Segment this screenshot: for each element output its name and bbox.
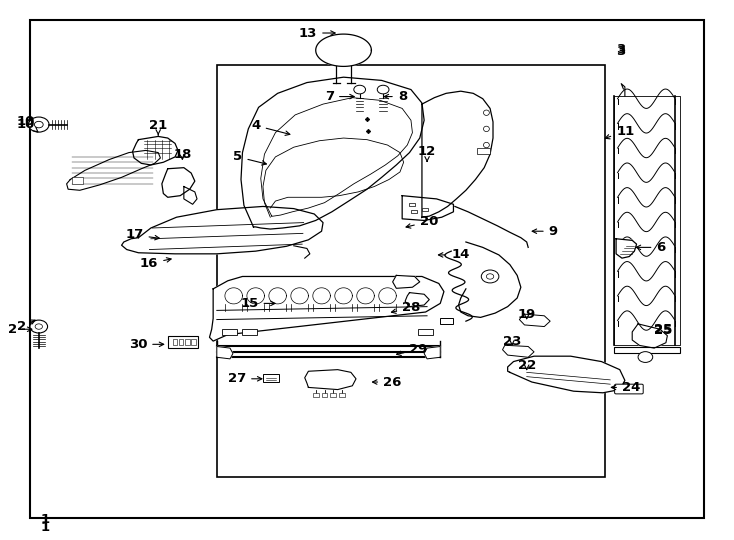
Circle shape [487,274,494,279]
Text: 4: 4 [252,119,290,136]
Text: 15: 15 [240,297,275,310]
Text: 24: 24 [611,381,640,394]
Text: 22: 22 [517,360,536,373]
Ellipse shape [484,110,490,116]
Text: 29: 29 [396,343,428,356]
Bar [418,329,433,335]
Text: 5: 5 [233,151,266,165]
Bar [410,203,415,206]
Polygon shape [209,276,444,341]
Text: 11: 11 [606,125,634,139]
Text: 23: 23 [503,335,521,348]
Text: 30: 30 [128,338,164,351]
Text: 9: 9 [532,225,558,238]
Bar [440,319,454,324]
Polygon shape [422,91,493,217]
Text: 7: 7 [325,90,355,103]
Text: 12: 12 [418,145,436,161]
Text: 10: 10 [17,116,38,132]
Text: 16: 16 [140,257,171,270]
Polygon shape [162,167,195,197]
Polygon shape [616,239,636,258]
Circle shape [354,85,366,94]
Polygon shape [122,206,323,254]
Text: 18: 18 [173,148,192,161]
Text: 1: 1 [41,513,50,526]
Text: 17: 17 [126,228,159,241]
Ellipse shape [484,143,490,148]
Polygon shape [632,324,667,348]
Text: 20: 20 [406,215,438,228]
Circle shape [29,117,49,132]
Polygon shape [217,347,233,359]
Polygon shape [459,242,521,318]
Polygon shape [405,293,429,307]
Bar [222,329,236,335]
Bar [477,148,490,154]
Polygon shape [133,137,178,165]
Circle shape [482,270,499,283]
Bar [330,393,336,396]
Circle shape [377,85,389,94]
Bar [73,177,84,184]
Bar [173,339,177,346]
Polygon shape [520,314,550,327]
Text: 25: 25 [654,324,672,337]
Text: 6: 6 [636,241,666,254]
Polygon shape [393,275,420,288]
Text: 13: 13 [299,26,335,39]
Circle shape [638,352,653,362]
Bar [242,329,257,335]
Bar [191,339,195,346]
Bar [185,339,189,346]
Polygon shape [614,96,680,345]
Polygon shape [67,151,161,190]
Text: 26: 26 [372,375,401,389]
Bar [321,393,327,396]
Bar [422,207,428,211]
Polygon shape [508,356,625,393]
Bar [168,336,198,348]
Bar [339,393,345,396]
Bar [411,210,417,213]
Bar [614,347,680,353]
Polygon shape [402,195,454,220]
Text: 2: 2 [7,323,32,336]
FancyBboxPatch shape [614,384,643,394]
Circle shape [34,122,43,128]
Polygon shape [503,346,534,357]
Text: 2: 2 [17,320,35,333]
Polygon shape [241,77,424,229]
Text: 3: 3 [616,45,625,58]
Text: 19: 19 [517,308,536,321]
Polygon shape [305,370,356,389]
Text: 21: 21 [149,119,167,135]
Circle shape [30,320,48,333]
Text: 3: 3 [616,43,625,56]
Bar [263,375,279,382]
Text: 1: 1 [41,521,50,534]
Polygon shape [316,34,371,66]
Bar [313,393,319,396]
Text: 25: 25 [654,323,672,336]
Text: 10: 10 [17,118,35,131]
Circle shape [35,324,43,329]
Ellipse shape [484,126,490,132]
Polygon shape [424,347,440,359]
Polygon shape [184,186,197,204]
Bar [217,65,605,477]
Text: 28: 28 [391,301,421,314]
Text: 27: 27 [228,372,262,386]
Text: 14: 14 [438,248,470,261]
Bar [178,339,183,346]
Text: 8: 8 [384,90,407,103]
